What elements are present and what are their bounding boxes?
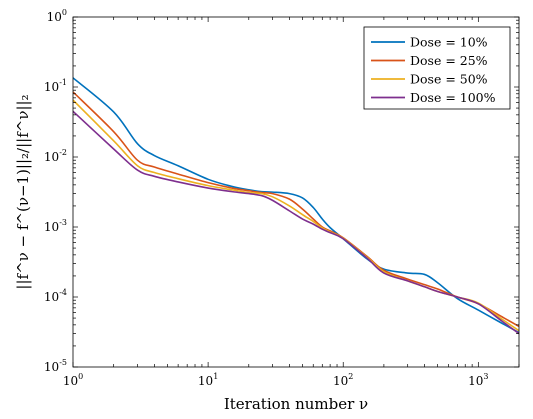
legend-label-2: Dose = 25% xyxy=(410,53,488,68)
y-tick-label: 100 xyxy=(47,8,67,24)
y-tick-label: 10-3 xyxy=(44,218,67,234)
y-tick-labels: 10-5 10-4 10-3 10-2 10-1 100 xyxy=(44,8,67,374)
x-tick-label: 103 xyxy=(468,372,488,388)
y-axis-label: ||f^ν − f^(ν−1)||₂/||f^ν||₂ xyxy=(14,94,32,289)
x-tick-label: 102 xyxy=(333,372,353,388)
legend-box xyxy=(363,26,511,110)
series-line-2 xyxy=(73,91,519,328)
legend-label-1: Dose = 10% xyxy=(410,35,488,50)
series-line-4 xyxy=(73,110,519,335)
series-line-1 xyxy=(73,77,519,334)
x-tick-label: 100 xyxy=(63,372,83,388)
legend-label-3: Dose = 50% xyxy=(410,72,488,87)
y-tick-label: 10-5 xyxy=(44,358,67,374)
legend: Dose = 10% Dose = 25% Dose = 50% Dose = 100… xyxy=(363,26,511,110)
x-tick-label: 101 xyxy=(198,372,218,388)
tick-layer xyxy=(72,16,520,368)
x-tick-labels: 100 101 102 103 xyxy=(63,372,489,388)
legend-items: Dose = 10% Dose = 25% Dose = 50% Dose = 100… xyxy=(371,35,496,105)
plot-frame xyxy=(72,16,520,368)
y-tick-label: 10-1 xyxy=(44,78,67,94)
y-tick-label: 10-2 xyxy=(44,148,67,164)
x-axis-label: Iteration number ν xyxy=(224,395,368,413)
legend-label-4: Dose = 100% xyxy=(410,90,496,105)
series-layer xyxy=(73,77,519,335)
y-tick-label: 10-4 xyxy=(44,288,67,304)
